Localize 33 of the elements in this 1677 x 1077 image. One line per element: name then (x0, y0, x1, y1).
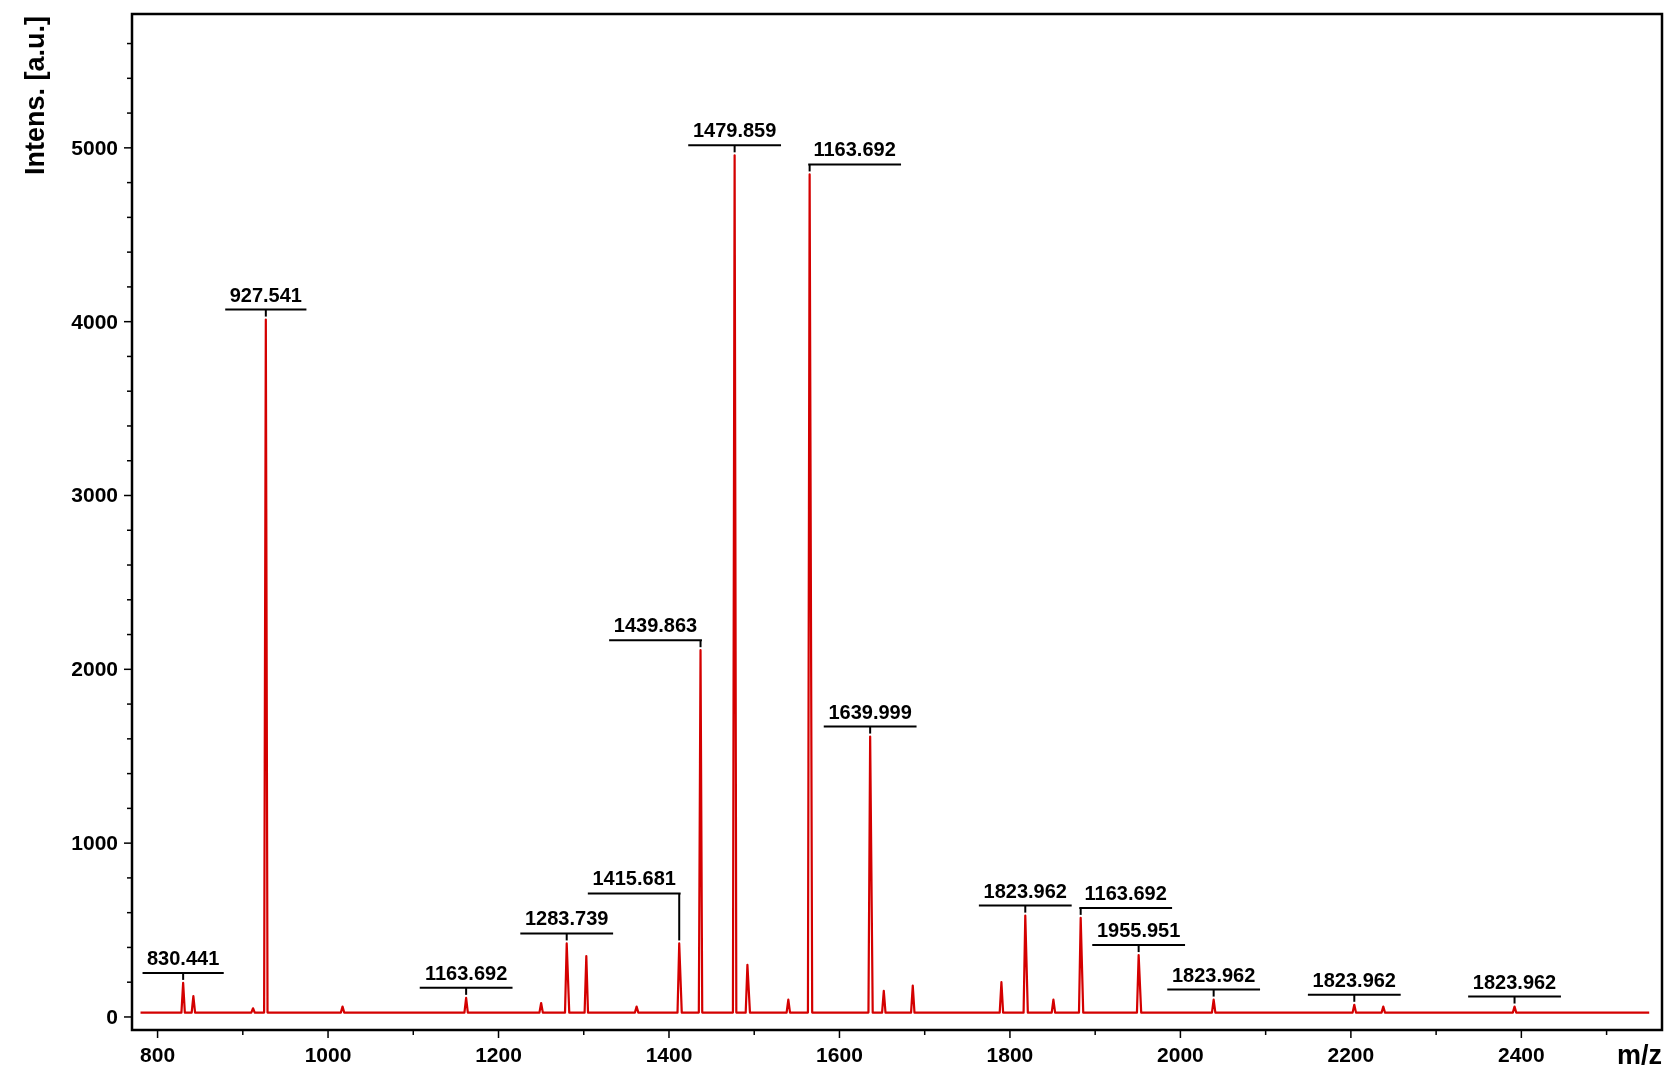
annotation: 1163.692 (424, 961, 508, 984)
annotation: 1823.962 (1171, 963, 1256, 986)
x-tick-label: 1000 (304, 1043, 352, 1066)
y-tick-label: 3000 (71, 483, 118, 507)
y-tick-label: 4000 (71, 309, 118, 333)
annotation: 830.441 (146, 946, 220, 969)
x-tick-label: 1600 (816, 1043, 863, 1066)
annotation: 1439.863 (613, 614, 698, 637)
annotation: 1823.962 (1312, 968, 1397, 991)
annotation: 1639.999 (828, 700, 912, 723)
annotation: 1823.962 (983, 879, 1067, 902)
annotation: 1283.739 (525, 907, 609, 930)
x-axis-title: m/z (1616, 1040, 1662, 1070)
x-tick-label: 1200 (475, 1043, 522, 1066)
x-tick-label: 2000 (1157, 1043, 1204, 1066)
y-axis-title: Intens. [a.u.] (20, 16, 50, 176)
annotation: 1479.859 (692, 119, 777, 142)
annotation: 927.541 (229, 283, 302, 306)
x-tick-label: 1800 (986, 1043, 1034, 1066)
annotation: 1163.692 (813, 138, 896, 161)
annotation: 1955.951 (1096, 919, 1181, 942)
x-tick-label: 1400 (645, 1043, 693, 1066)
y-tick-label: 5000 (71, 135, 118, 159)
x-tick-label: 800 (140, 1043, 176, 1066)
x-tick-label: 2400 (1498, 1043, 1545, 1066)
line-series (139, 154, 1651, 1014)
annotation: 1415.681 (592, 867, 676, 890)
annotation: 1163.692 (1084, 881, 1167, 904)
x-tick-label: 2200 (1327, 1043, 1375, 1066)
annotation: 1823.962 (1472, 970, 1557, 993)
y-tick-label: 1000 (71, 831, 118, 855)
y-tick-label: 0 (106, 1004, 118, 1028)
y-tick-label: 2000 (71, 657, 118, 681)
